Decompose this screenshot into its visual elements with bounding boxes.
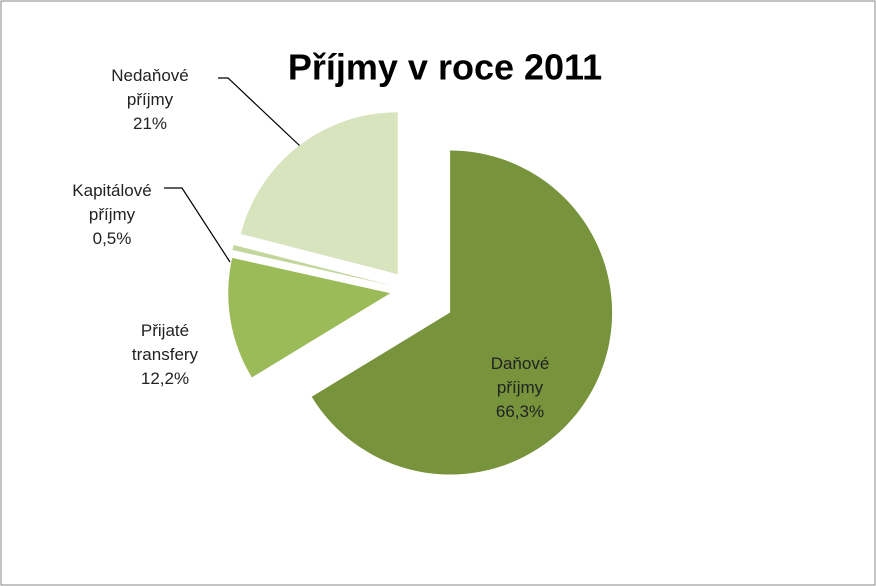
category-label: Kapitálové příjmy <box>72 181 152 224</box>
leader-line <box>164 187 231 263</box>
category-label: Daňové příjmy <box>490 354 550 397</box>
value-label: 0,5% <box>92 229 132 248</box>
data-label: Kapitálové příjmy 0,5% <box>52 179 172 251</box>
pie-slice <box>232 245 391 286</box>
pie-slice <box>228 257 391 378</box>
category-label: Nedaňové příjmy <box>111 66 189 109</box>
value-label: 66,3% <box>495 402 545 421</box>
chart-title: Příjmy v roce 2011 <box>288 47 602 88</box>
leader-line <box>218 77 301 147</box>
value-label: 21% <box>132 114 168 133</box>
data-label: Nedaňové příjmy 21% <box>90 64 210 136</box>
pie-slice <box>311 150 613 475</box>
value-label: 12,2% <box>140 369 190 388</box>
data-label: Přijaté transfery 12,2% <box>105 319 225 391</box>
data-label: Daňové příjmy 66,3% <box>460 352 580 424</box>
pie-slice <box>240 112 398 275</box>
category-label: Přijaté transfery <box>131 321 199 364</box>
